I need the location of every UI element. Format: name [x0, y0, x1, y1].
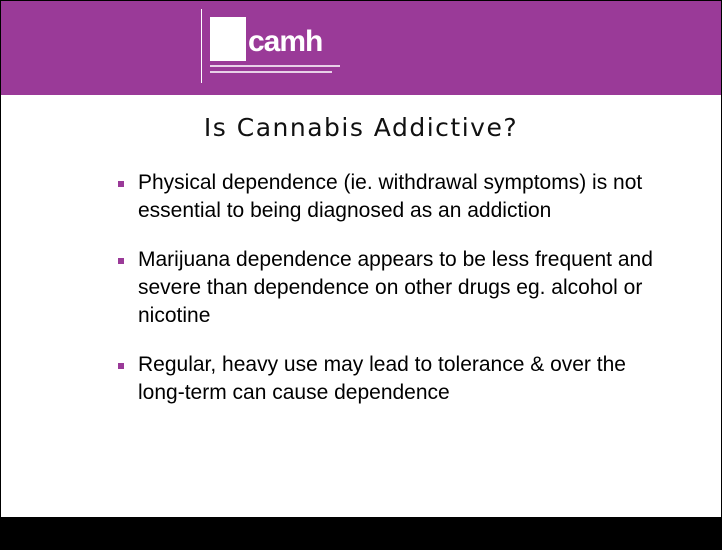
- footer-band: [1, 517, 721, 549]
- bullet: Regular, heavy use may lead to tolerance…: [118, 351, 658, 407]
- bullet: Marijuana dependence appears to be less …: [118, 246, 658, 330]
- logo-rule: [201, 9, 202, 83]
- logo-tagline: [210, 65, 340, 67]
- bullet-marker: [118, 363, 124, 369]
- bullet-text: Marijuana dependence appears to be less …: [138, 248, 653, 327]
- bullet-marker: [118, 181, 124, 187]
- logo-square: [210, 17, 246, 61]
- bullet-list: Physical dependence (ie. withdrawal symp…: [118, 169, 658, 428]
- logo-tagline: [210, 71, 332, 73]
- bullet-text: Physical dependence (ie. withdrawal symp…: [138, 171, 643, 222]
- bullet-text: Regular, heavy use may lead to tolerance…: [138, 353, 626, 404]
- slide-title: Is Cannabis Addictive?: [203, 113, 519, 142]
- bullet: Physical dependence (ie. withdrawal symp…: [118, 169, 658, 225]
- logo-text: camh: [248, 25, 323, 58]
- bullet-marker: [118, 258, 124, 264]
- header-band: [1, 1, 721, 95]
